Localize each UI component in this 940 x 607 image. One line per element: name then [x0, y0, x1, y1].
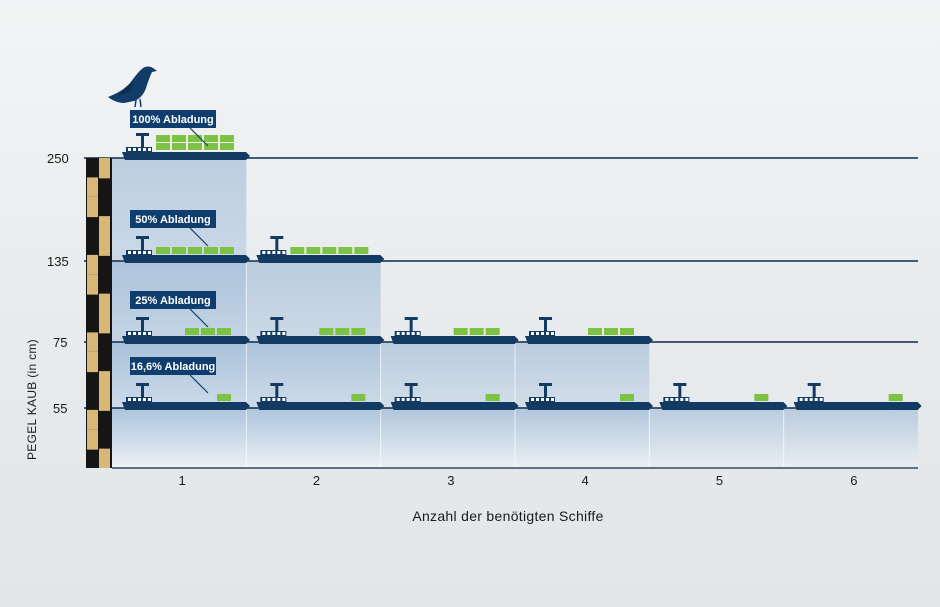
ship-icon: [256, 236, 385, 263]
cargo-container: [220, 247, 234, 254]
cargo-container: [172, 143, 186, 150]
cargo-container: [322, 247, 337, 254]
cargo-container: [485, 394, 500, 401]
y-tick-250: 250: [47, 151, 69, 166]
ship-icon: [256, 383, 385, 410]
y-axis-label: PEGEL KAUB (in cm): [25, 339, 39, 460]
cargo-container: [201, 328, 215, 335]
ship-icon: [659, 383, 788, 410]
cargo-container: [319, 328, 334, 335]
cargo-container: [485, 328, 500, 335]
load-badges: 100% Abladung 50% Abladung 25% Abladung 16,…: [130, 110, 216, 394]
x-tick-4: 4: [582, 473, 589, 488]
y-tick-75: 75: [53, 335, 67, 350]
ship-icon: [122, 236, 250, 263]
cargo-container: [754, 394, 769, 401]
cargo-container: [204, 143, 218, 150]
load-badge-135: 50% Abladung: [130, 210, 216, 247]
load-badge-label: 25% Abladung: [135, 295, 210, 307]
seagull-icon: [108, 66, 157, 108]
ship-icon: [122, 383, 250, 410]
cargo-container: [338, 247, 353, 254]
load-badge-75: 25% Abladung: [130, 291, 216, 328]
ship-icon: [122, 317, 250, 344]
cargo-container: [354, 247, 369, 254]
cargo-container: [188, 247, 202, 254]
cargo-container: [335, 328, 350, 335]
cargo-container: [156, 135, 170, 142]
ship-icon: [390, 317, 519, 344]
cargo-container: [290, 247, 305, 254]
x-ticks: 1 2 3 4 5 6: [179, 473, 858, 488]
cargo-container: [588, 328, 602, 335]
cargo-container: [351, 394, 366, 401]
x-tick-5: 5: [716, 473, 723, 488]
y-tick-55: 55: [53, 401, 67, 416]
cargo-container: [217, 328, 231, 335]
x-tick-6: 6: [850, 473, 857, 488]
cargo-container: [351, 328, 366, 335]
cargo-container: [156, 247, 170, 254]
load-badge-label: 100% Abladung: [132, 114, 214, 126]
water-gauge-icon: [86, 158, 112, 468]
cargo-container: [220, 135, 234, 142]
cargo-container: [172, 247, 186, 254]
x-tick-3: 3: [447, 473, 454, 488]
cargo-container: [172, 135, 186, 142]
cargo-container: [185, 328, 199, 335]
cargo-container: [204, 247, 218, 254]
load-badge-55: 16,6% Abladung: [130, 357, 216, 394]
cargo-container: [453, 328, 468, 335]
cargo-container: [469, 328, 484, 335]
cargo-container: [204, 135, 218, 142]
x-tick-2: 2: [313, 473, 320, 488]
ships-layer: [122, 133, 922, 410]
cargo-container: [306, 247, 321, 254]
cargo-container: [888, 394, 903, 401]
load-badge-label: 50% Abladung: [135, 214, 210, 226]
x-axis-label: Anzahl der benötigten Schiffe: [412, 508, 603, 524]
load-badge-label: 16,6% Abladung: [131, 361, 216, 373]
ship-icon: [525, 317, 653, 344]
cargo-container: [188, 135, 202, 142]
cargo-container: [620, 394, 634, 401]
ship-icon: [256, 317, 385, 344]
ship-icon: [793, 383, 922, 410]
ship-icon: [390, 383, 519, 410]
ship-icon: [122, 133, 250, 160]
x-tick-1: 1: [179, 473, 186, 488]
cargo-container: [217, 394, 231, 401]
y-tick-135: 135: [47, 254, 69, 269]
cargo-container: [604, 328, 618, 335]
cargo-container: [156, 143, 170, 150]
cargo-container: [220, 143, 234, 150]
cargo-container: [188, 143, 202, 150]
ship-icon: [525, 383, 653, 410]
load-badge-250: 100% Abladung: [130, 110, 216, 147]
cargo-container: [620, 328, 634, 335]
